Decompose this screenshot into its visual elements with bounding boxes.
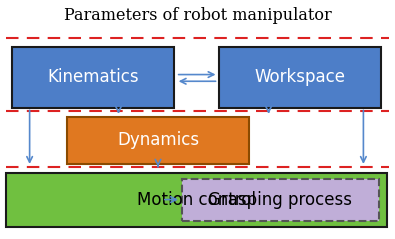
FancyBboxPatch shape [67,117,249,164]
Text: Grasping process: Grasping process [209,191,352,209]
Text: Parameters of robot manipulator: Parameters of robot manipulator [64,7,331,24]
FancyBboxPatch shape [182,179,379,221]
FancyBboxPatch shape [219,47,381,108]
Text: Motion control: Motion control [137,191,256,209]
Text: Kinematics: Kinematics [47,68,139,86]
FancyBboxPatch shape [6,173,387,227]
Text: Workspace: Workspace [255,68,346,86]
FancyBboxPatch shape [12,47,174,108]
Text: Dynamics: Dynamics [117,131,199,149]
